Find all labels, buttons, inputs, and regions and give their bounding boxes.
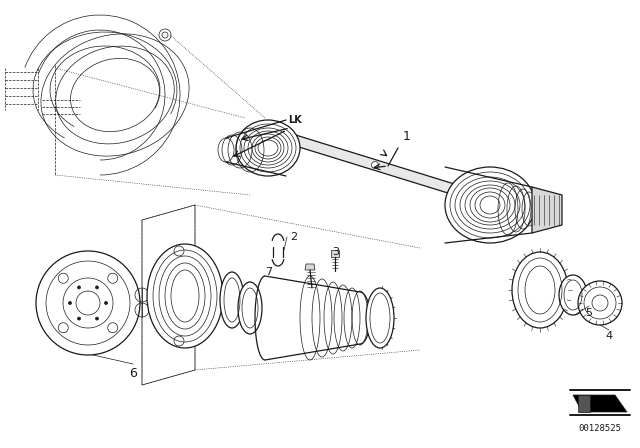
Text: 6: 6 [129,367,137,380]
Polygon shape [573,395,627,412]
Text: 3: 3 [332,247,339,257]
Text: 7: 7 [265,267,272,277]
Ellipse shape [220,272,244,328]
Circle shape [36,251,140,355]
Polygon shape [305,264,315,270]
Polygon shape [286,132,464,198]
Polygon shape [331,250,339,257]
Ellipse shape [559,275,587,315]
Text: LK: LK [288,115,302,125]
Ellipse shape [147,244,223,348]
Circle shape [104,302,108,305]
Circle shape [578,281,622,325]
Ellipse shape [512,252,568,328]
Circle shape [371,161,378,168]
Text: 00128525: 00128525 [579,424,621,433]
Polygon shape [578,395,590,412]
Ellipse shape [366,288,394,348]
Ellipse shape [238,282,262,334]
Ellipse shape [445,167,535,243]
Text: 5: 5 [586,308,593,318]
Circle shape [68,302,72,305]
Polygon shape [532,187,562,233]
Text: 1: 1 [403,130,411,143]
Circle shape [77,286,81,289]
Ellipse shape [236,120,300,176]
Circle shape [77,317,81,320]
Circle shape [95,317,99,320]
Text: 4: 4 [605,331,612,341]
Circle shape [95,286,99,289]
Text: 2: 2 [290,232,297,242]
